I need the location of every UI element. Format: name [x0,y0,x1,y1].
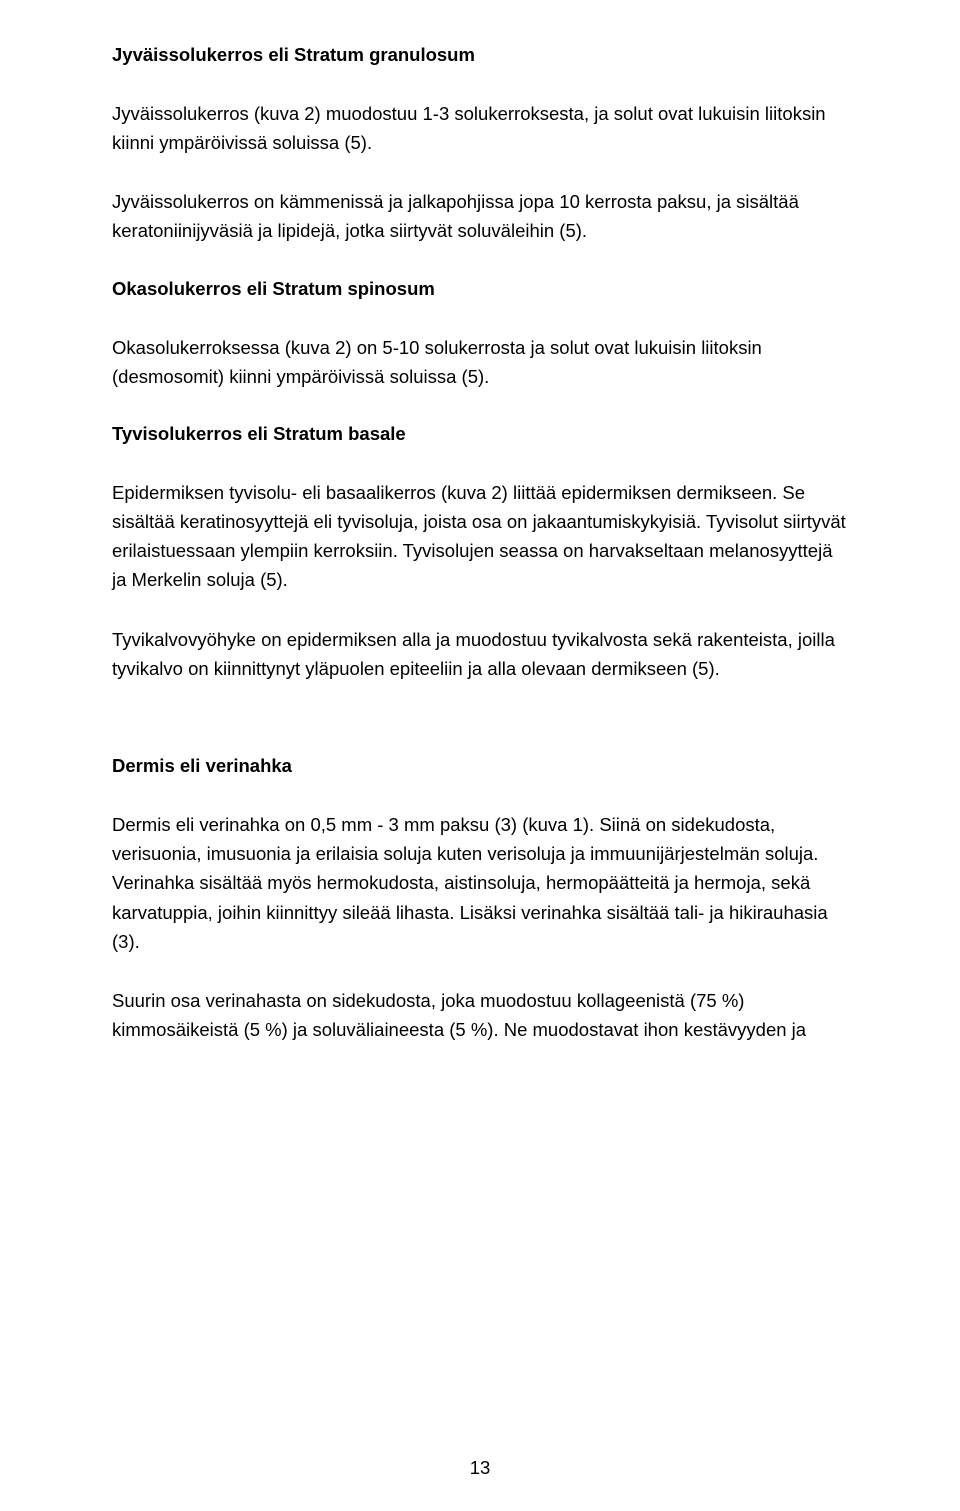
page-number: 13 [0,1457,960,1479]
heading-basale: Tyvisolukerros eli Stratum basale [112,421,848,448]
document-page: Jyväissolukerros eli Stratum granulosum … [0,0,960,1511]
paragraph-basale-2: Tyvikalvovyöhyke on epidermiksen alla ja… [112,625,848,683]
heading-dermis: Dermis eli verinahka [112,753,848,780]
heading-granulosum: Jyväissolukerros eli Stratum granulosum [112,42,848,69]
heading-spinosum: Okasolukerros eli Stratum spinosum [112,276,848,303]
paragraph-granulosum-1: Jyväissolukerros (kuva 2) muodostuu 1-3 … [112,99,848,157]
paragraph-granulosum-2: Jyväissolukerros on kämmenissä ja jalkap… [112,187,848,245]
paragraph-dermis-1: Dermis eli verinahka on 0,5 mm - 3 mm pa… [112,810,848,956]
paragraph-spinosum: Okasolukerroksessa (kuva 2) on 5-10 solu… [112,333,848,391]
paragraph-dermis-2: Suurin osa verinahasta on sidekudosta, j… [112,986,848,1044]
paragraph-basale-1: Epidermiksen tyvisolu- eli basaalikerros… [112,478,848,595]
